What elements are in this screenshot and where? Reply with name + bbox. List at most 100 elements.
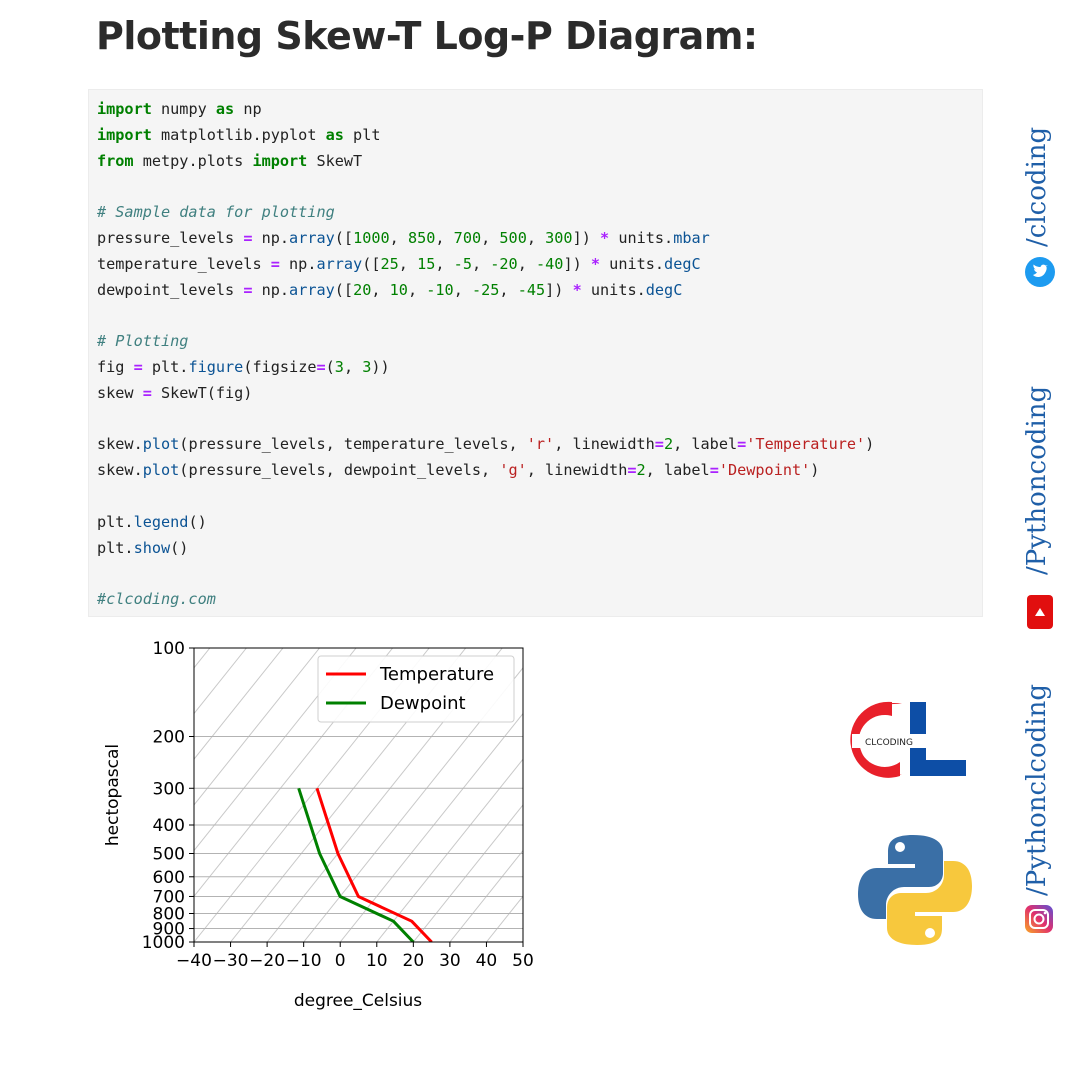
clcoding-logo: CLCODING: [850, 701, 966, 778]
svg-text:CLCODING: CLCODING: [865, 738, 913, 748]
code-token: plt.: [97, 512, 134, 531]
code-token: 3: [334, 358, 344, 376]
code-token: 'Dewpoint': [718, 461, 811, 480]
code-token: np.: [252, 280, 290, 299]
social-rail: /clcoding /Pythoncoding /Pythonclcoding: [1000, 120, 1080, 960]
x-axis-label: degree_Celsius: [294, 991, 422, 1011]
twitter-icon[interactable]: [1024, 256, 1056, 288]
y-tick-label: 500: [153, 844, 185, 864]
code-token: (figsize: [243, 358, 317, 376]
code-token: 'Temperature': [746, 435, 866, 454]
y-tick-label: 400: [153, 816, 185, 836]
code-line: dewpoint_levels = np.array([20, 10, -10,…: [97, 280, 682, 300]
code-token: # Sample data for plotting: [97, 203, 335, 222]
code-token: plot: [142, 461, 180, 480]
isotherm-line: [376, 758, 523, 942]
instagram-handle[interactable]: /Pythonclcoding: [1022, 684, 1052, 896]
python-logo: [858, 835, 972, 945]
legend: Temperature Dewpoint: [317, 655, 515, 723]
y-tick-label: 200: [153, 728, 185, 748]
code-token: metpy.plots: [133, 151, 253, 170]
code-line: # Plotting: [97, 331, 188, 351]
code-token: ,: [481, 229, 500, 247]
code-line: fig = plt.figure(figsize=(3, 3)): [97, 357, 390, 377]
code-token: np.: [279, 254, 317, 273]
code-line: skew.plot(pressure_levels, dewpoint_leve…: [97, 460, 819, 480]
x-tick-label: 40: [476, 951, 498, 971]
code-token: fig: [97, 358, 134, 376]
code-token: plt.: [97, 538, 134, 557]
series-line-temperature: [315, 787, 433, 942]
code-token: 'r': [526, 435, 555, 454]
code-token: array: [289, 280, 335, 299]
code-token: =: [243, 280, 253, 299]
code-token: as: [325, 125, 344, 144]
code-token: ,: [389, 229, 408, 247]
y-tick-label: 300: [153, 779, 185, 799]
code-token: pressure_levels: [97, 229, 244, 247]
code-line: import numpy as np: [97, 99, 262, 119]
y-tick-label: 900: [153, 920, 185, 940]
code-line: skew = SkewT(fig): [97, 383, 252, 403]
code-token: ]): [545, 280, 573, 299]
code-token: legend: [133, 512, 189, 531]
code-block[interactable]: import numpy as np import matplotlib.pypl…: [88, 89, 983, 617]
code-token: skew.: [97, 461, 143, 480]
twitter-handle[interactable]: /clcoding: [1022, 126, 1052, 247]
code-token: -25: [471, 280, 500, 299]
code-token: -40: [536, 254, 564, 273]
series-line-dewpoint: [297, 787, 415, 942]
legend-label-dewpoint: Dewpoint: [380, 693, 466, 714]
code-token: units.: [609, 229, 674, 247]
code-token: 2: [636, 461, 646, 480]
code-token: np.: [252, 229, 290, 247]
code-token: (): [170, 538, 189, 557]
code-token: 25: [380, 254, 399, 273]
code-token: 15: [417, 254, 436, 273]
code-token: -45: [517, 280, 546, 299]
code-line: plt.show(): [97, 538, 188, 558]
code-token: 700: [453, 229, 482, 247]
youtube-handle[interactable]: /Pythoncoding: [1022, 385, 1052, 575]
code-token: (pressure_levels, dewpoint_levels,: [179, 461, 500, 480]
code-line: pressure_levels = np.array([1000, 850, 7…: [97, 228, 710, 248]
code-token: 20: [353, 280, 372, 299]
code-line: # Sample data for plotting: [97, 202, 335, 222]
code-token: 'g': [499, 461, 527, 480]
code-token: numpy: [151, 100, 216, 118]
code-token: ,: [526, 229, 546, 247]
code-token: 3: [362, 358, 372, 376]
code-token: as: [215, 100, 235, 118]
x-tick-label: −30: [213, 951, 249, 971]
instagram-icon[interactable]: [1025, 905, 1053, 933]
x-tick-label: 0: [335, 951, 346, 971]
code-token: plot: [142, 435, 180, 454]
code-token: , linewidth: [554, 435, 655, 454]
code-token: skew.: [97, 435, 143, 454]
code-token: ): [810, 461, 820, 480]
code-line: temperature_levels = np.array([25, 15, -…: [97, 254, 701, 274]
youtube-icon[interactable]: [1027, 595, 1053, 629]
code-token: array: [316, 254, 363, 273]
code-token: *: [572, 280, 582, 299]
code-token: -10: [426, 280, 454, 299]
code-token: temperature_levels: [97, 254, 271, 273]
isotherm-line: [194, 648, 284, 761]
code-token: , label: [645, 461, 710, 480]
code-token: ,: [407, 280, 427, 299]
code-token: 2: [663, 435, 674, 454]
code-line: plt.legend(): [97, 512, 207, 532]
code-token: # Plotting: [97, 332, 189, 351]
x-tick-label: −10: [286, 951, 322, 971]
code-token: =: [316, 358, 326, 376]
code-token: skew: [97, 383, 143, 402]
code-token: figure: [188, 358, 244, 376]
code-token: #clcoding.com: [97, 590, 216, 609]
code-line: from metpy.plots import SkewT: [97, 151, 362, 171]
x-tick-label: 50: [512, 951, 534, 971]
code-token: mbar: [673, 229, 710, 247]
code-token: array: [289, 229, 335, 247]
page-title: Plotting Skew-T Log-P Diagram:: [96, 14, 758, 58]
code-token: SkewT: [307, 151, 363, 170]
code-token: ,: [371, 280, 390, 299]
